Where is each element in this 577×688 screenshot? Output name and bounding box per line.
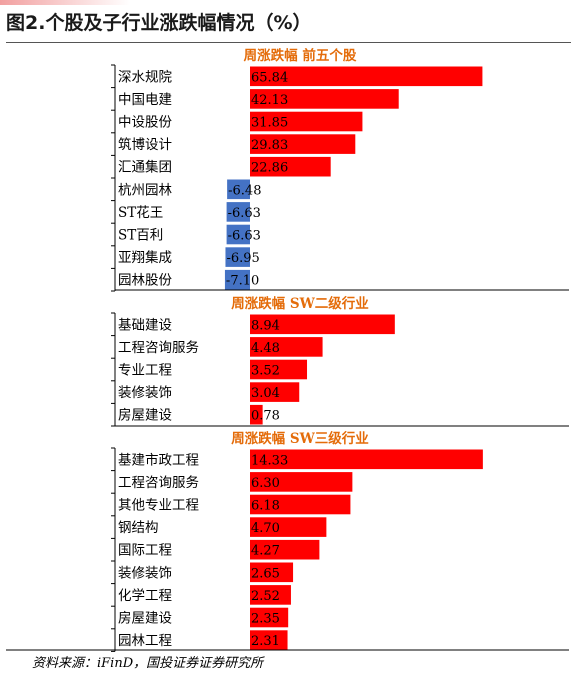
- panel-title: 周涨跌幅 前五个股: [244, 47, 357, 64]
- value-label: 42.13: [251, 93, 288, 108]
- panel-title: 周涨跌幅 SW三级行业: [231, 430, 369, 447]
- category-label: 杭州园林: [118, 182, 172, 198]
- value-label: 14.33: [251, 453, 288, 468]
- value-label: 2.35: [251, 612, 280, 627]
- bar: [226, 202, 250, 222]
- value-label: 3.04: [251, 386, 280, 401]
- category-label: 装修装饰: [118, 565, 172, 581]
- category-label: 工程咨询服务: [118, 340, 199, 356]
- bar: [250, 382, 300, 402]
- bar: [250, 89, 399, 109]
- value-label: 3.52: [251, 364, 280, 379]
- category-label: 亚翔集成: [118, 250, 172, 266]
- category-label: 基础建设: [118, 316, 172, 333]
- category-label: 汇通集团: [118, 160, 172, 176]
- value-label: -6.63: [228, 206, 261, 221]
- value-label: -6.48: [228, 183, 261, 198]
- bar: [250, 359, 308, 380]
- category-label: 房屋建设: [118, 611, 172, 627]
- source-note: 资料来源：iFinD，国投证券证券研究所: [32, 656, 264, 671]
- bar: [250, 562, 294, 583]
- category-label: 中国电建: [118, 92, 172, 108]
- value-label: 2.52: [251, 589, 280, 604]
- category-label: 房屋建设: [118, 408, 172, 424]
- bar: [250, 517, 327, 537]
- bar: [225, 247, 250, 267]
- category-label: ST花王: [118, 205, 163, 221]
- value-label: 4.70: [251, 521, 280, 536]
- bar: [250, 134, 356, 154]
- category-label: 工程咨询服务: [118, 475, 199, 491]
- bar: [250, 337, 323, 357]
- bar: [227, 179, 250, 200]
- value-label: 2.65: [251, 566, 280, 581]
- bar: [250, 449, 483, 470]
- bar: [250, 472, 353, 492]
- value-label: 0.78: [251, 409, 280, 424]
- category-label: 园林工程: [118, 633, 172, 649]
- category-label: 化学工程: [118, 588, 172, 604]
- value-label: 4.27: [251, 544, 280, 559]
- bar: [250, 607, 289, 628]
- value-label: 29.83: [251, 138, 288, 153]
- value-label: -6.95: [226, 251, 259, 266]
- category-label: 园林股份: [118, 273, 172, 289]
- value-label: 2.31: [251, 634, 280, 649]
- bar: [250, 66, 483, 87]
- panel-title: 周涨跌幅 SW二级行业: [231, 295, 369, 312]
- value-label: -7.10: [226, 274, 259, 289]
- bar: [250, 539, 320, 560]
- title-accent-bar: [0, 0, 130, 5]
- title-divider: [6, 42, 571, 43]
- bar: [250, 156, 331, 177]
- bar: [226, 224, 250, 245]
- category-label: 钢结构: [118, 520, 159, 536]
- value-label: 65.84: [251, 70, 288, 85]
- value-label: -6.63: [228, 229, 261, 244]
- category-label: 其他专业工程: [118, 498, 199, 514]
- category-label: 专业工程: [118, 363, 172, 379]
- figure-title: 图2.个股及子行业涨跌幅情况（%）: [6, 12, 312, 34]
- value-label: 6.30: [251, 476, 280, 491]
- bar: [250, 494, 351, 515]
- value-label: 31.85: [251, 116, 288, 131]
- value-label: 6.18: [251, 499, 280, 514]
- bar: [250, 404, 263, 425]
- clipped-footer-text: [28, 678, 568, 688]
- value-label: 4.48: [251, 341, 280, 356]
- category-label: 装修装饰: [118, 385, 172, 401]
- bar: [250, 585, 291, 605]
- bar: [224, 269, 250, 290]
- bar: [250, 630, 288, 650]
- category-label: 筑博设计: [118, 136, 172, 153]
- category-label: 中设股份: [118, 115, 172, 131]
- bar: [250, 314, 395, 335]
- value-label: 22.86: [251, 161, 288, 176]
- bar: [250, 111, 363, 132]
- value-label: 8.94: [251, 318, 280, 333]
- category-label: 深水规院: [118, 69, 172, 85]
- category-label: ST百利: [118, 228, 163, 244]
- category-label: 国际工程: [118, 543, 172, 559]
- category-label: 基建市政工程: [118, 451, 199, 468]
